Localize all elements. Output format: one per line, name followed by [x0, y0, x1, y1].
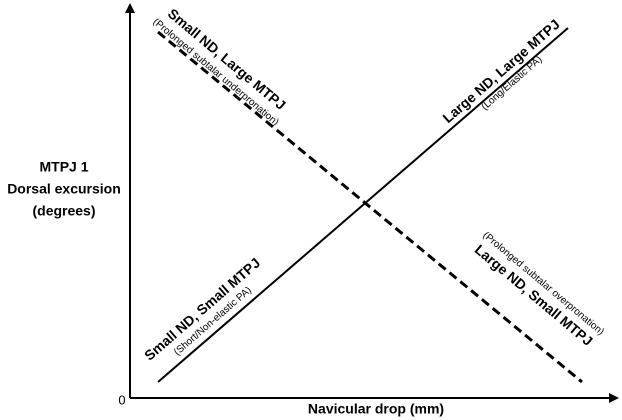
- x-axis-label: Navicular drop (mm): [308, 401, 444, 417]
- annotation-title: Large ND, Small MTPJ: [472, 241, 596, 349]
- y-axis-label: (degrees): [32, 203, 95, 219]
- annotation: Small ND, Large MTPJ (Prolonged subtalar…: [151, 5, 289, 129]
- annotation-title: Small ND, Small MTPJ: [141, 254, 263, 363]
- annotation: Large ND, Small MTPJ (Prolonged subtalar…: [472, 230, 606, 349]
- annotation-note: (Prolonged subtalar overpronation): [480, 230, 605, 338]
- annotation: Large ND, Large MTPJ (Long/Elastic PA): [440, 16, 563, 126]
- annotation-title: Large ND, Large MTPJ: [440, 16, 563, 126]
- annotation-title: Small ND, Large MTPJ: [165, 5, 289, 113]
- y-axis-label: MTPJ 1: [39, 159, 88, 175]
- annotation: Small ND, Small MTPJ (Short/Non-elastic …: [141, 254, 263, 363]
- solid-line: [157, 27, 569, 383]
- origin-label: 0: [118, 392, 125, 407]
- annotation-note: (Prolonged subtalar underpronation): [151, 17, 281, 129]
- dashed-line: [157, 30, 583, 384]
- y-axis-label: Dorsal excursion: [7, 181, 121, 197]
